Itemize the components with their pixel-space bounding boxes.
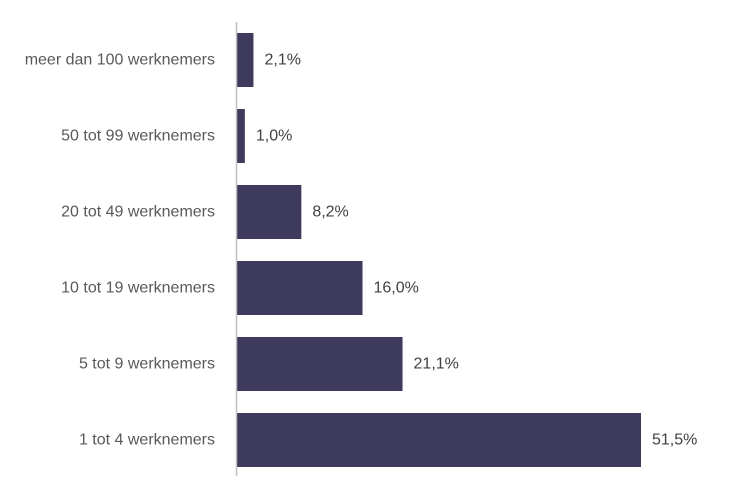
category-label: 20 tot 49 werknemers [61,204,215,221]
bar [237,185,302,239]
bar [237,33,254,87]
value-label: 16,0% [374,280,419,297]
bar [237,413,641,467]
labels-layer: meer dan 100 werknemers 2,1% 50 tot 99 wer… [25,52,698,449]
value-label: 21,1% [414,356,459,373]
value-label: 2,1% [264,52,300,69]
value-label: 8,2% [312,204,348,221]
bar [237,337,403,391]
bar [237,261,363,315]
category-label: 50 tot 99 werknemers [61,128,215,145]
bars-layer [237,33,641,467]
bar [237,109,245,163]
value-label: 1,0% [256,128,292,145]
category-label: 10 tot 19 werknemers [61,280,215,297]
value-label: 51,5% [652,432,697,449]
category-label: 1 tot 4 werknemers [79,432,215,449]
category-label: 5 tot 9 werknemers [79,356,215,373]
category-label: meer dan 100 werknemers [25,52,215,69]
